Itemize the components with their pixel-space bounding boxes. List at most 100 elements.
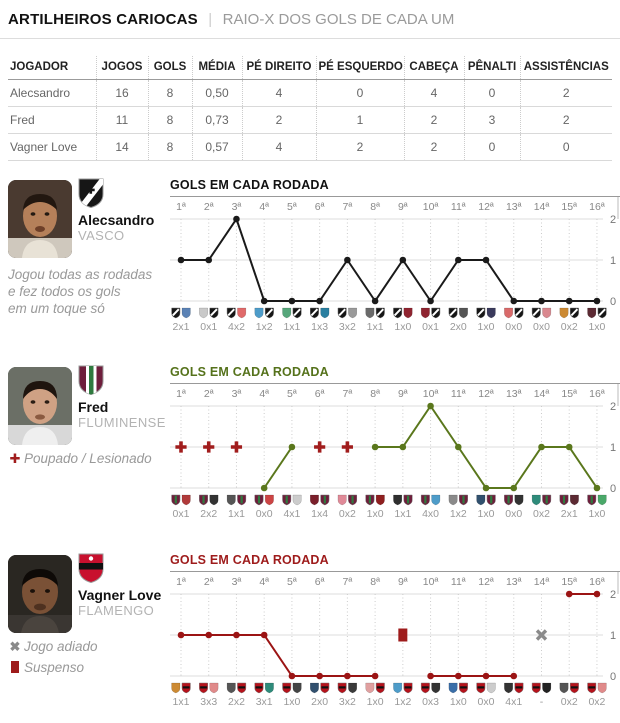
svg-text:16ª: 16ª [589, 201, 605, 213]
cell-pe-esquerdo: 0 [315, 79, 404, 107]
svg-text:0: 0 [610, 296, 616, 308]
svg-text:0x0: 0x0 [478, 696, 495, 708]
col-gols: GOLS [147, 56, 192, 80]
cell-pe-direito: 4 [241, 79, 316, 107]
svg-text:1x0: 1x0 [367, 696, 384, 708]
svg-text:6ª: 6ª [315, 576, 325, 588]
player-club: FLUMINENSE [78, 415, 166, 430]
svg-text:1: 1 [610, 630, 616, 642]
svg-text:5ª: 5ª [287, 201, 297, 213]
legend-item-poupado: ✚ Poupado / Lesionado [8, 448, 168, 469]
cell-jogos: 11 [95, 106, 148, 134]
svg-text:5ª: 5ª [287, 576, 297, 588]
svg-text:1x0: 1x0 [367, 508, 384, 520]
player-club: VASCO [78, 228, 125, 243]
svg-text:2ª: 2ª [204, 576, 214, 588]
svg-text:11ª: 11ª [451, 388, 466, 400]
svg-text:14ª: 14ª [534, 388, 550, 400]
svg-text:0x0: 0x0 [505, 321, 522, 333]
svg-text:14ª: 14ª [534, 576, 550, 588]
cell-gols: 8 [147, 79, 192, 107]
cell-assistencias: 2 [519, 106, 612, 134]
svg-text:6ª: 6ª [315, 388, 325, 400]
svg-text:1x0: 1x0 [283, 696, 300, 708]
svg-text:11ª: 11ª [451, 201, 466, 213]
col-pe-esquerdo: PÉ ESQUERDO [315, 56, 404, 80]
fluminense-crest-icon [78, 365, 104, 396]
chart-block: GOLS EM CADA RODADA 2 1 0 1ª 0x1 2ª 2x2 3ª 1x1 4ª… [170, 365, 620, 523]
svg-text:8ª: 8ª [370, 388, 380, 400]
flamengo-crest-icon [78, 553, 104, 584]
svg-text:2x1: 2x1 [561, 508, 578, 520]
svg-text:1x0: 1x0 [478, 508, 495, 520]
col-penalti: PÊNALTI [463, 56, 520, 80]
svg-text:8ª: 8ª [370, 201, 380, 213]
svg-text:0: 0 [610, 483, 616, 495]
player-section-fred: Fred FLUMINENSE ✚ Poupado / Lesionado GOL… [0, 365, 620, 525]
cell-assistencias: 0 [519, 133, 612, 161]
svg-text:13ª: 13ª [506, 576, 522, 588]
col-media: MÉDIA [191, 56, 242, 80]
cell-cabeca: 2 [403, 106, 464, 134]
svg-text:1ª: 1ª [176, 388, 186, 400]
col-jogos: JOGOS [95, 56, 148, 80]
svg-text:13ª: 13ª [506, 388, 522, 400]
svg-text:1x0: 1x0 [450, 696, 467, 708]
table-row: Fred 11 8 0,73 2 1 2 3 2 [8, 106, 612, 134]
svg-text:7ª: 7ª [343, 388, 353, 400]
player-note: Jogou todas as rodadas e fez todos os go… [8, 267, 153, 316]
jogo-adiado-x-icon: ✖ [9, 639, 21, 654]
chart-legend: ✖ Jogo adiado Suspenso [8, 636, 168, 678]
chart-title: GOLS EM CADA RODADA [170, 365, 620, 384]
svg-text:1x1: 1x1 [283, 321, 300, 333]
svg-text:10ª: 10ª [423, 201, 439, 213]
svg-text:1x3: 1x3 [311, 321, 328, 333]
chart-title: GOLS EM CADA RODADA [170, 178, 620, 197]
cell-assistencias: 2 [519, 79, 612, 107]
svg-text:3ª: 3ª [232, 201, 242, 213]
svg-text:0x2: 0x2 [533, 508, 550, 520]
svg-text:12ª: 12ª [478, 576, 494, 588]
svg-text:2: 2 [610, 401, 616, 413]
cell-gols: 8 [147, 133, 192, 161]
svg-text:9ª: 9ª [398, 576, 408, 588]
svg-text:1x0: 1x0 [478, 321, 495, 333]
svg-text:3x2: 3x2 [339, 696, 356, 708]
chart-block: GOLS EM CADA RODADA 2 1 0 1ª 1x1 2ª 3x3 3ª 2x2 4ª… [170, 553, 620, 711]
svg-text:4ª: 4ª [259, 576, 269, 588]
goals-per-round-chart: 2 1 0 1ª 2x1 2ª 0x1 3ª 4x2 4ª 1x2 5ª 1x1 6ª 1x3 7ª 3x2 8ª… [170, 197, 619, 333]
cell-jogos: 16 [95, 79, 148, 107]
cell-penalti: 3 [463, 106, 520, 134]
svg-text:9ª: 9ª [398, 201, 408, 213]
svg-text:1x1: 1x1 [394, 508, 411, 520]
suspenso-card-icon [8, 658, 22, 679]
svg-text:3ª: 3ª [232, 388, 242, 400]
svg-text:1x1: 1x1 [367, 321, 384, 333]
svg-text:2ª: 2ª [204, 388, 214, 400]
svg-text:2x2: 2x2 [200, 508, 217, 520]
col-assistencias: ASSISTÊNCIAS [519, 56, 612, 80]
svg-text:2x0: 2x0 [450, 321, 467, 333]
cell-penalti: 0 [463, 133, 520, 161]
svg-text:9ª: 9ª [398, 388, 408, 400]
svg-text:1: 1 [610, 442, 616, 454]
svg-text:1: 1 [610, 255, 616, 267]
svg-text:0x2: 0x2 [339, 508, 356, 520]
chart-block: GOLS EM CADA RODADA 2 1 0 1ª 2x1 2ª 0x1 3ª 4x2 4ª… [170, 178, 620, 336]
cell-media: 0,50 [191, 79, 242, 107]
legend-label: Suspenso [24, 660, 85, 675]
svg-text:14ª: 14ª [534, 201, 550, 213]
svg-text:1x0: 1x0 [394, 321, 411, 333]
vasco-crest-icon [78, 178, 104, 209]
svg-text:1x2: 1x2 [394, 696, 411, 708]
svg-text:10ª: 10ª [423, 576, 439, 588]
cell-pe-esquerdo: 2 [315, 133, 404, 161]
svg-text:10ª: 10ª [423, 388, 439, 400]
svg-text:-: - [540, 696, 544, 708]
title-separator: | [208, 11, 213, 28]
player-photo [8, 555, 72, 633]
svg-text:16ª: 16ª [589, 576, 605, 588]
legend-label: Poupado / Lesionado [24, 451, 152, 466]
player-section-alecsandro: Alecsandro VASCO Jogou todas as rodadas … [0, 178, 620, 338]
